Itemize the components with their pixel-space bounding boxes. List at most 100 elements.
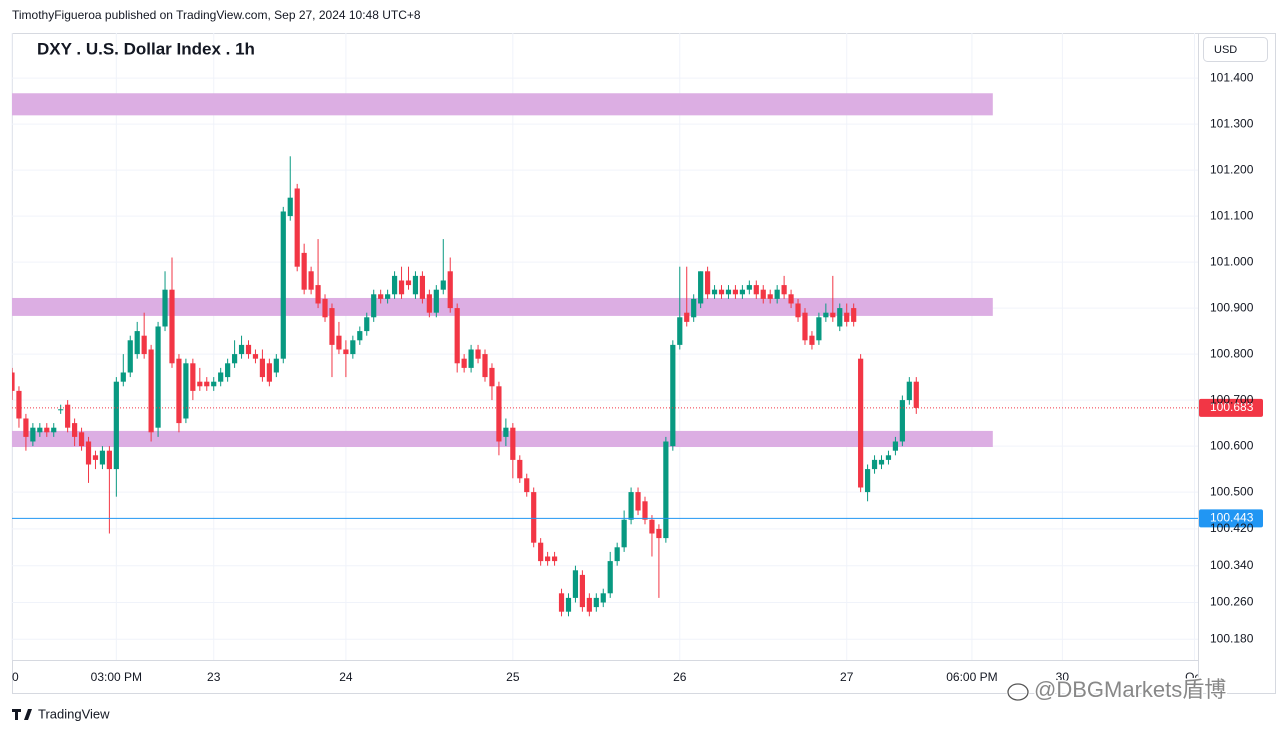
candle-body [809,335,815,345]
candles [12,156,919,617]
candle-body [329,308,335,345]
candle [378,289,384,304]
candle-body [614,547,620,562]
candle [440,239,446,295]
y-tick-label: 101.400 [1210,70,1254,84]
candle [266,358,272,387]
candle [447,257,453,313]
candle [691,294,697,322]
candle [322,294,328,322]
candle-body [600,593,606,603]
candle [871,455,878,474]
candle-body [308,271,314,290]
zone [12,430,993,448]
candle-body [287,197,293,217]
candle-body [280,211,286,359]
candle [148,344,154,442]
candle-body [391,275,398,295]
candle [558,588,565,617]
candle [155,321,161,437]
candle-body [350,340,356,355]
y-tick-label: 100.180 [1210,631,1254,645]
candle-body [134,331,140,355]
candle [621,510,627,552]
candle-body [433,289,439,313]
candle-body [301,252,307,290]
candle [913,377,919,414]
candle-body [16,390,22,419]
candle-body [538,542,544,562]
candle [231,340,238,368]
candle-body [385,294,391,299]
candle [732,285,739,299]
candle-body [892,441,899,451]
candle [496,381,502,456]
candle-body [844,312,850,322]
candle-body [705,271,711,295]
candle-body [586,597,592,612]
candle-body [336,335,342,350]
candle [614,542,620,566]
candle [350,335,356,359]
candle-body [294,188,300,267]
candle-body [482,354,488,378]
currency[interactable]: USD [1214,44,1237,56]
candle [141,312,147,359]
candle [169,257,175,368]
candle-body [823,312,829,318]
currency-box[interactable] [1203,37,1268,62]
candle-body [851,308,857,322]
candle-body [148,349,154,433]
candle [489,363,495,401]
y-tick-label: 100.700 [1210,392,1254,406]
candle [391,271,398,299]
candle [294,183,300,272]
candle-body [551,556,558,562]
candle [642,496,648,525]
candle [788,289,794,309]
candle-body [238,344,245,355]
candle-body [760,289,766,299]
candle [412,271,419,299]
candle-body [92,455,99,460]
candle [92,450,99,470]
candle [315,239,321,309]
candle [538,538,544,566]
candle-body [858,358,864,488]
candle [607,551,613,598]
candle [357,326,363,345]
grid [11,33,1198,660]
candle [844,303,850,327]
candle [725,285,732,299]
candle-body [127,340,133,373]
candle-body [593,597,599,608]
candle-body [231,354,238,364]
candle [364,312,370,336]
candle-body [183,363,189,419]
candle-body [273,358,279,373]
candle-body [795,303,801,318]
x-tick-label: 30 [1056,670,1070,684]
candle [85,436,92,483]
candle-body [510,427,516,460]
candle [30,423,36,447]
candle [190,358,196,401]
candle [280,206,286,364]
y-tick-label: 101.200 [1210,162,1254,176]
candle-body [781,285,787,295]
y-tick-label: 100.800 [1210,346,1254,360]
x-tick-label: Oct [1185,670,1204,684]
candle-body [816,317,822,341]
candle [106,446,112,534]
candle-body [155,326,161,428]
candle [851,303,857,327]
candle [677,266,683,350]
candle-body [475,349,481,359]
candle-body [558,593,565,612]
candle [684,266,690,327]
candle-body [412,275,419,295]
candle [718,285,725,299]
candle [58,404,64,414]
price-tag-label: 100.683 [1210,400,1254,414]
